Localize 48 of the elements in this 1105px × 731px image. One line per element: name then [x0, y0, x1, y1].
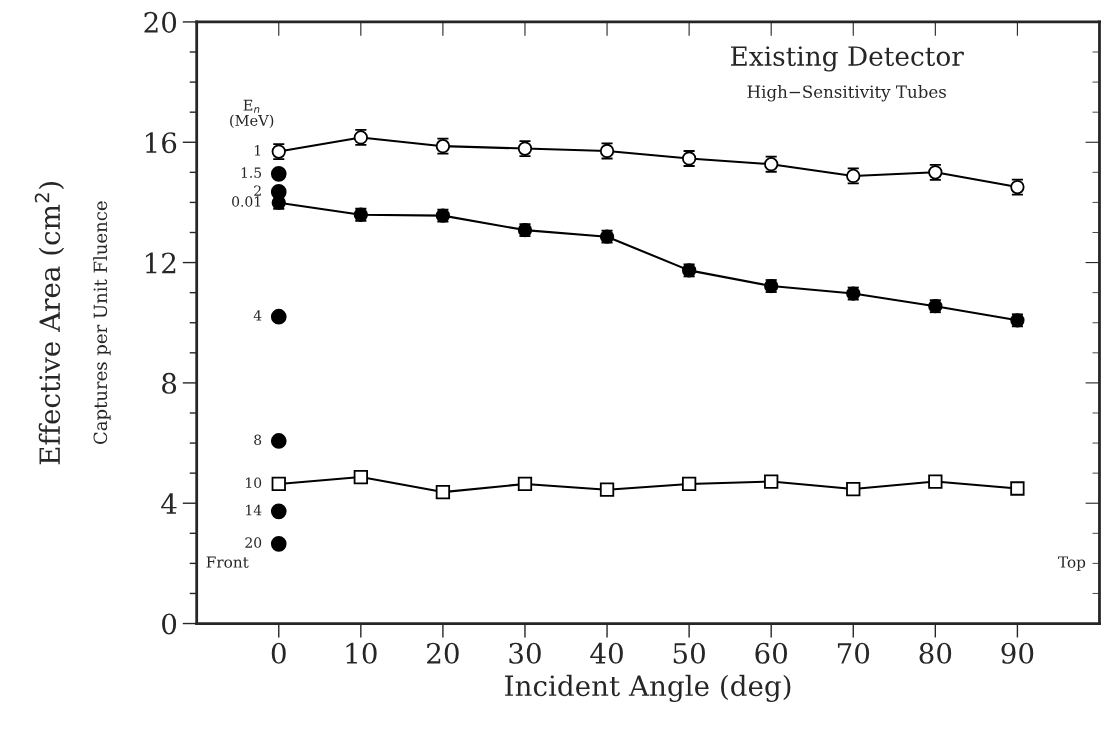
- point: [764, 474, 779, 489]
- point: [353, 469, 368, 485]
- series-label: 10: [246, 477, 262, 488]
- text: High−Sensitivity Tubes: [747, 85, 946, 102]
- x-tick-label: 70: [837, 642, 870, 664]
- annotation: Top: [1058, 556, 1086, 571]
- x-tick-label: 30: [509, 642, 541, 664]
- series-label: 8: [254, 434, 262, 445]
- x-tick-label: 40: [590, 642, 623, 664]
- y-tick-label: 20: [144, 11, 177, 33]
- x-tick-label: 20: [427, 642, 459, 664]
- y-tick-label: 16: [145, 132, 177, 154]
- point: [928, 474, 943, 489]
- y-tick-label: 12: [145, 252, 176, 274]
- series-label: 1: [254, 145, 261, 156]
- point: [517, 476, 533, 492]
- text: Captures per Unit Fluence: [93, 201, 111, 445]
- y-axis-title: Effective Area (cm$^{2}$): [34, 182, 65, 465]
- series-label: 20: [245, 537, 262, 548]
- x-tick-label: 80: [919, 642, 952, 664]
- point: [1010, 481, 1025, 496]
- point: [270, 165, 287, 182]
- point: [435, 484, 451, 500]
- point: [270, 503, 287, 520]
- series-label: 2: [254, 185, 261, 196]
- y-tick-label: 4: [161, 493, 177, 514]
- point: [681, 476, 697, 492]
- x-axis-title: Incident Angle (deg): [505, 674, 791, 703]
- series-label: 14: [246, 504, 262, 516]
- series-label: 1.5: [241, 167, 262, 178]
- x-tick-label: 10: [346, 642, 377, 664]
- point: [270, 433, 287, 449]
- x-tick-label: 60: [755, 642, 788, 664]
- point: [846, 481, 861, 497]
- x-tick-label: 90: [1001, 642, 1034, 664]
- point: [599, 482, 615, 497]
- point: [271, 476, 286, 492]
- series-label: 0.01: [232, 196, 261, 207]
- legend-title: E$_{n}$ (MeV): [230, 99, 274, 128]
- text: Existing Detector: [730, 46, 964, 72]
- series-label: 4: [253, 310, 262, 321]
- y-tick-label: 0: [162, 613, 177, 635]
- x-tick-label: 50: [673, 642, 705, 664]
- point: [270, 535, 287, 552]
- point: [270, 308, 287, 325]
- annotation: Front: [206, 556, 249, 568]
- y-tick-label: 8: [162, 372, 177, 394]
- x-tick-label: 0: [271, 642, 286, 664]
